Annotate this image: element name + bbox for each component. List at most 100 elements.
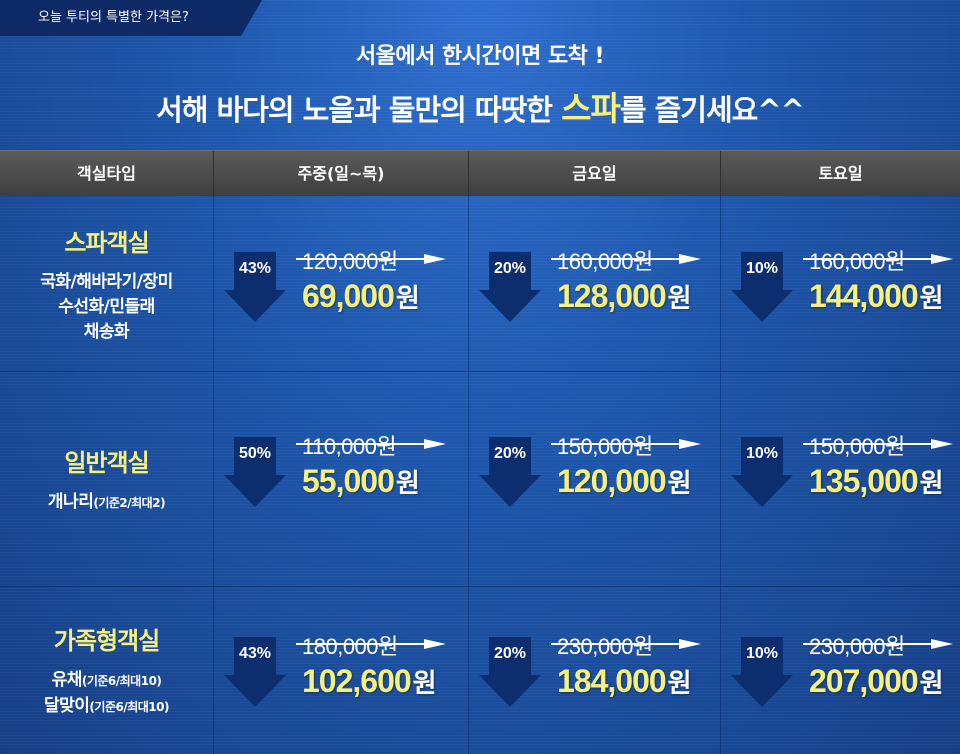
- sale-price-value: 120,000: [557, 463, 667, 499]
- discount-arrow-icon: [479, 637, 541, 707]
- strikethrough-arrow-icon: [296, 254, 446, 264]
- discount-arrow-icon: [731, 252, 793, 322]
- sale-price-value: 207,000: [809, 663, 919, 699]
- sale-price-value: 102,600: [302, 663, 412, 699]
- discount-arrow-icon: [224, 637, 286, 707]
- currency-label: 원: [667, 283, 692, 313]
- strikethrough-arrow-icon: [803, 439, 953, 449]
- discount-rate: 43%: [238, 645, 272, 662]
- currency-label: 원: [667, 668, 692, 698]
- sale-price-value: 69,000: [302, 278, 395, 314]
- header-saturday: 토요일: [818, 164, 863, 183]
- sale-price: 184,000원: [557, 663, 692, 700]
- currency-label: 원: [919, 668, 944, 698]
- discount-arrow-icon: [479, 252, 541, 322]
- table-row-spa: 스파객실 국화/해바라기/장미 수선화/민들래 채송화 43% 120,000원 6…: [0, 196, 960, 372]
- strikethrough-arrow-icon: [551, 254, 701, 264]
- room-name: 유채(기준6/최대10): [44, 668, 169, 694]
- price-cell-weekday: 50% 110,000원 55,000원: [214, 372, 469, 586]
- discount-rate: 10%: [745, 260, 779, 277]
- price-cell-weekday: 43% 120,000원 69,000원: [214, 196, 469, 371]
- strikethrough-arrow-icon: [551, 639, 701, 649]
- price-cell-saturday: 10% 230,000원 207,000원: [721, 587, 960, 754]
- currency-label: 원: [412, 668, 437, 698]
- original-price: 120,000원: [302, 249, 398, 274]
- discount-rate: 20%: [493, 645, 527, 662]
- room-type-name: 스파객실: [64, 228, 149, 257]
- original-price: 230,000원: [809, 634, 905, 659]
- discount-rate: 50%: [238, 445, 272, 462]
- discount-rate: 20%: [493, 445, 527, 462]
- original-price: 110,000원: [302, 434, 397, 459]
- discount-arrow-icon: [731, 437, 793, 507]
- room-name-main: 개나리: [47, 491, 94, 512]
- table-row-family: 가족형객실 유채(기준6/최대10) 달맞이(기준6/최대10) 43% 180,…: [0, 587, 960, 754]
- sale-price-value: 55,000: [302, 463, 395, 499]
- currency-label: 원: [919, 468, 944, 498]
- discount-rate: 20%: [493, 260, 527, 277]
- strikethrough-arrow-icon: [296, 639, 446, 649]
- sale-price: 69,000원: [302, 278, 420, 315]
- strikethrough-arrow-icon: [803, 639, 953, 649]
- headline-line-2-post: 를 즐기세요^^: [619, 93, 805, 127]
- currency-label: 원: [919, 283, 944, 313]
- room-name: 국화/해바라기/장미: [40, 271, 173, 292]
- discount-rate: 43%: [238, 260, 272, 277]
- price-table: 객실타입 주중(일~목) 금요일 토요일 스파객실 국화/해바라기/장미 수선화…: [0, 150, 960, 754]
- price-cell-saturday: 10% 160,000원 144,000원: [721, 196, 960, 371]
- sale-price: 144,000원: [809, 278, 944, 315]
- headline-line-2: 서해 바다의 노을과 둘만의 따땃한 스파를 즐기세요^^: [0, 82, 960, 130]
- original-price: 150,000원: [557, 434, 653, 459]
- discount-arrow-icon: [479, 437, 541, 507]
- promo-tag: 오늘 투티의 특별한 가격은?: [0, 0, 262, 36]
- room-name-main: 유채: [51, 670, 83, 690]
- room-type-name: 일반객실: [64, 448, 149, 477]
- discount-arrow-icon: [224, 437, 286, 507]
- sale-price-value: 184,000: [557, 663, 667, 699]
- room-capacity: (기준2/최대2): [93, 495, 166, 510]
- price-cell-friday: 20% 150,000원 120,000원: [469, 372, 721, 586]
- discount-rate: 10%: [745, 645, 779, 662]
- strikethrough-arrow-icon: [296, 439, 446, 449]
- price-cell-friday: 20% 230,000원 184,000원: [469, 587, 721, 754]
- sale-price: 135,000원: [809, 463, 944, 500]
- sale-price: 128,000원: [557, 278, 692, 315]
- headline-line-2-pre: 서해 바다의 노을과 둘만의 따땃한: [156, 93, 562, 127]
- room-capacity: (기준6/최대10): [89, 700, 169, 714]
- original-price: 180,000원: [302, 634, 398, 659]
- sale-price-value: 144,000: [809, 278, 919, 314]
- original-price: 160,000원: [557, 249, 653, 274]
- currency-label: 원: [667, 468, 692, 498]
- room-capacity: (기준6/최대10): [81, 674, 162, 688]
- sale-price-value: 128,000: [557, 278, 667, 314]
- price-cell-friday: 20% 160,000원 128,000원: [469, 196, 721, 371]
- sale-price: 207,000원: [809, 663, 944, 700]
- discount-rate: 10%: [745, 445, 779, 462]
- room-name: 채송화: [83, 321, 130, 342]
- original-price: 150,000원: [809, 434, 905, 459]
- sale-price: 120,000원: [557, 463, 692, 500]
- sale-price-value: 135,000: [809, 463, 919, 499]
- room-list: 국화/해바라기/장미 수선화/민들래 채송화: [40, 270, 173, 345]
- original-price: 160,000원: [809, 249, 905, 274]
- room-type-cell: 가족형객실 유채(기준6/최대10) 달맞이(기준6/최대10): [0, 587, 214, 754]
- price-cell-saturday: 10% 150,000원 135,000원: [721, 372, 960, 586]
- currency-label: 원: [395, 468, 420, 498]
- discount-arrow-icon: [224, 252, 286, 322]
- headline-line-1: 서울에서 한시간이면 도착 !: [355, 44, 605, 69]
- sale-price: 55,000원: [302, 463, 420, 500]
- currency-label: 원: [395, 283, 420, 313]
- original-price: 230,000원: [557, 634, 653, 659]
- header-room-type: 객실타입: [0, 151, 214, 196]
- room-type-cell: 일반객실 개나리(기준2/최대2): [0, 372, 214, 586]
- table-row-standard: 일반객실 개나리(기준2/최대2) 50% 110,000원 55,000원 20%…: [0, 372, 960, 587]
- sale-price: 102,600원: [302, 663, 437, 700]
- room-list: 개나리(기준2/최대2): [47, 490, 166, 516]
- headline-highlight: 스파: [561, 89, 621, 128]
- room-type-name: 가족형객실: [53, 627, 160, 655]
- table-header: 객실타입 주중(일~목) 금요일 토요일: [0, 150, 960, 196]
- room-name-main: 달맞이: [44, 696, 90, 716]
- discount-arrow-icon: [731, 637, 793, 707]
- header-friday: 금요일: [469, 151, 721, 196]
